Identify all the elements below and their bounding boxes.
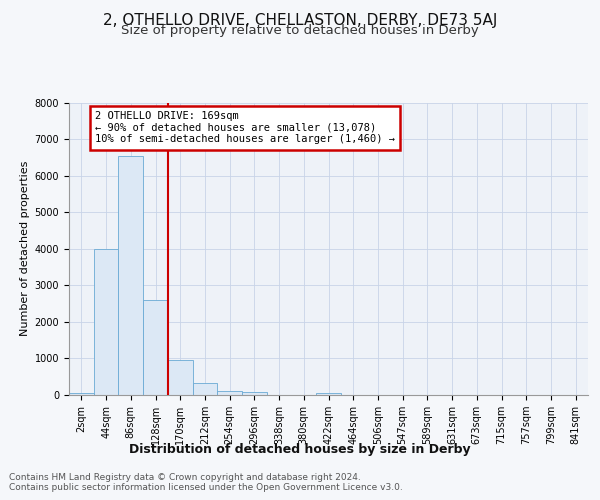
Text: Size of property relative to detached houses in Derby: Size of property relative to detached ho… (121, 24, 479, 37)
Bar (94, 249, 118, 395)
Bar (69, 393, 94, 395)
Text: 2, OTHELLO DRIVE, CHELLASTON, DERBY, DE73 5AJ: 2, OTHELLO DRIVE, CHELLASTON, DERBY, DE7… (103, 12, 497, 28)
Bar (193, 383, 217, 395)
Bar (242, 392, 267, 395)
Text: Contains HM Land Registry data © Crown copyright and database right 2024.
Contai: Contains HM Land Registry data © Crown c… (9, 472, 403, 492)
Bar (118, 156, 143, 395)
Y-axis label: Number of detached properties: Number of detached properties (20, 161, 31, 336)
Bar (217, 391, 242, 395)
Text: Distribution of detached houses by size in Derby: Distribution of detached houses by size … (129, 442, 471, 456)
Bar (143, 300, 168, 395)
Text: 2 OTHELLO DRIVE: 169sqm
← 90% of detached houses are smaller (13,078)
10% of sem: 2 OTHELLO DRIVE: 169sqm ← 90% of detache… (95, 112, 395, 144)
Bar (316, 393, 341, 395)
Bar (168, 360, 193, 395)
